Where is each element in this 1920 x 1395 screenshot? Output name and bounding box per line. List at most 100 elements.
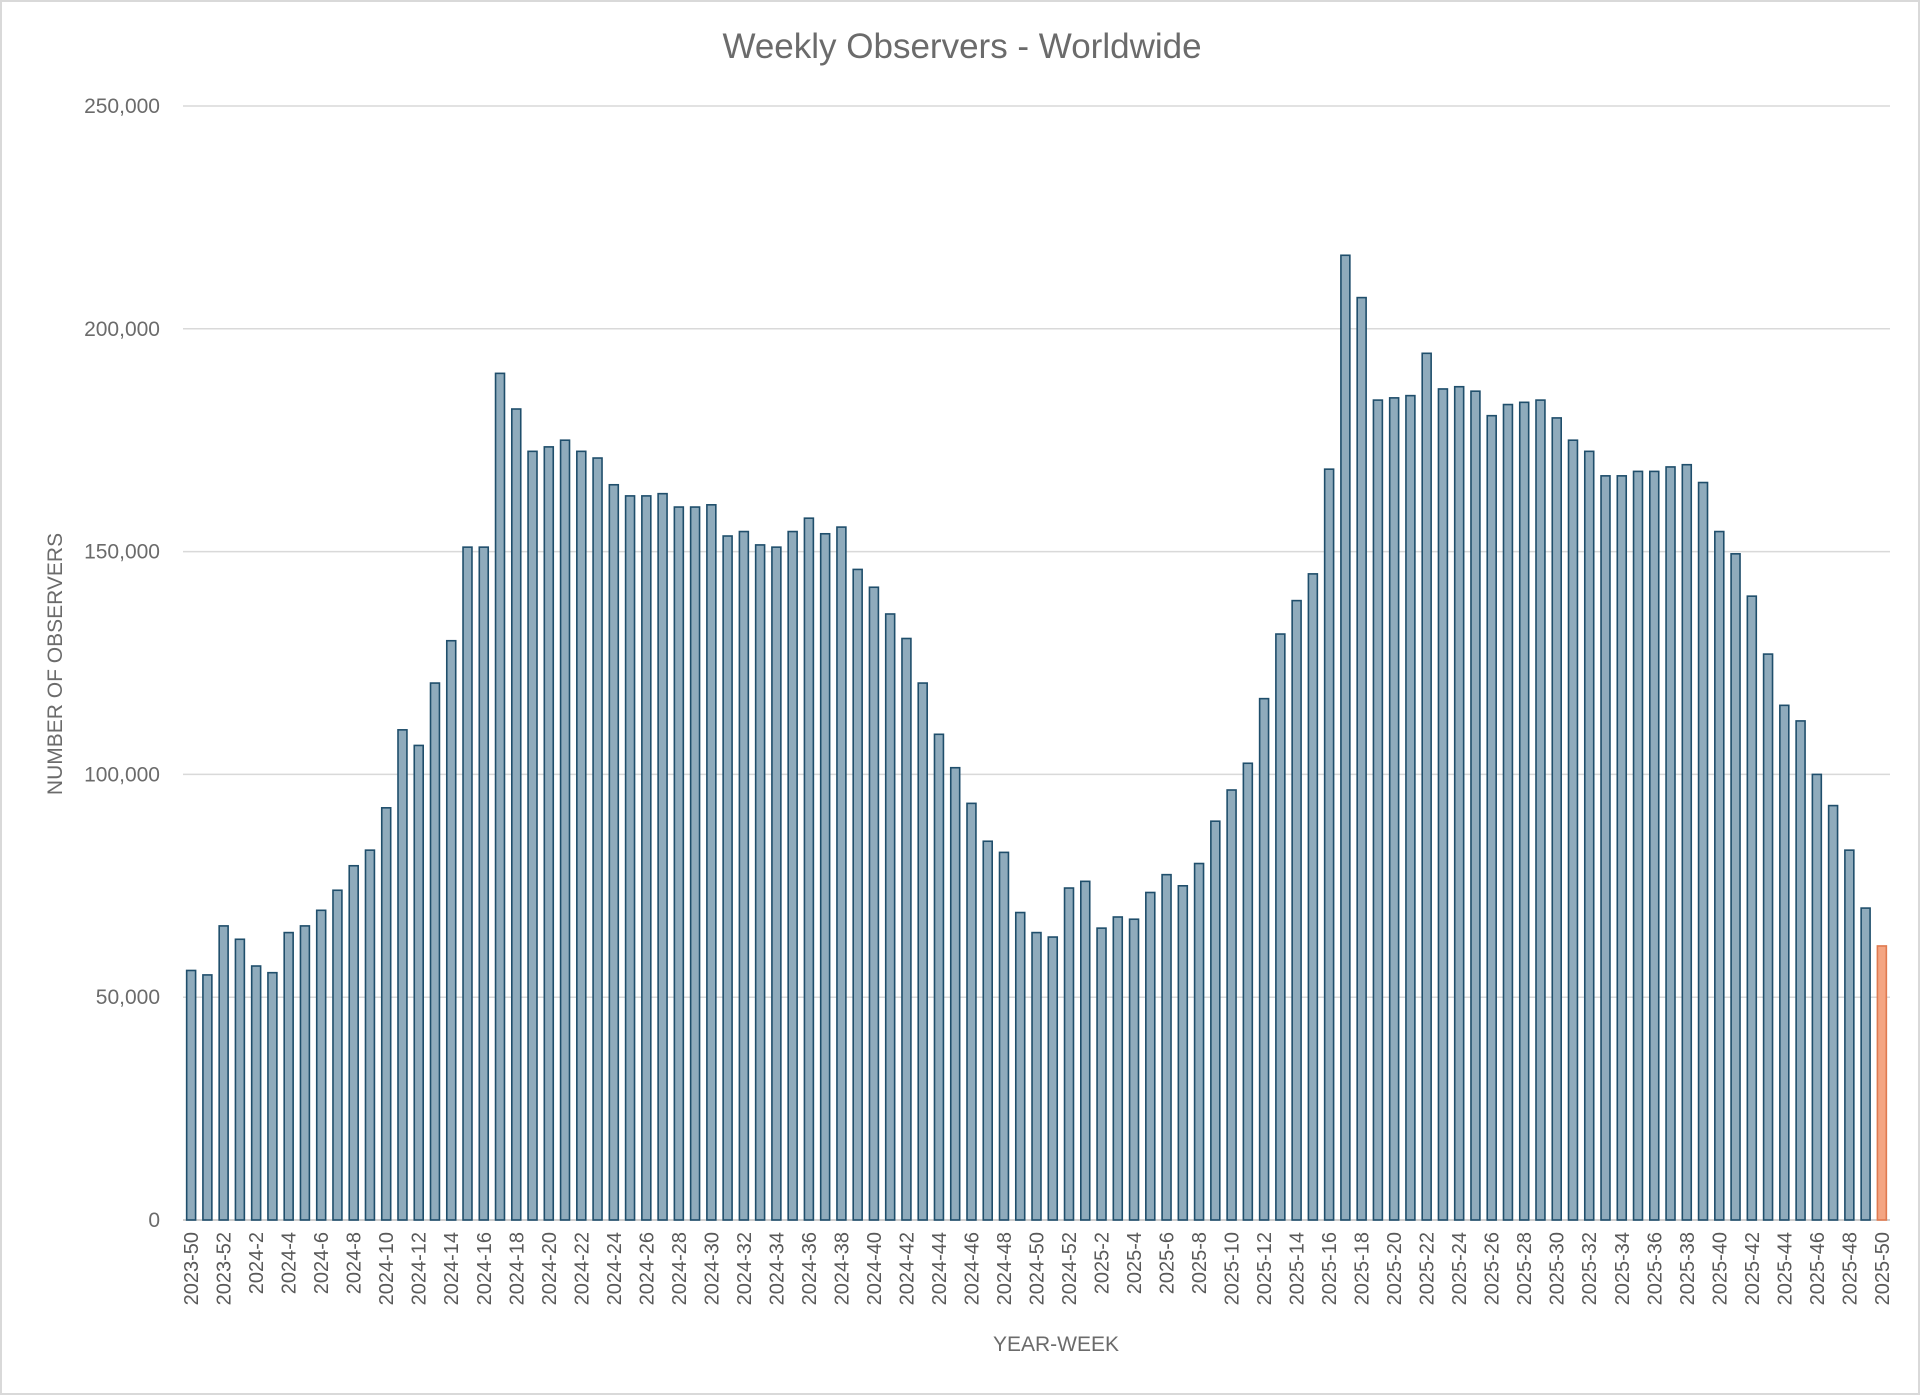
x-tick-label: 2025-8 bbox=[1189, 1232, 1211, 1294]
bar-2025-16 bbox=[1323, 468, 1335, 1221]
bar-2023-50 bbox=[185, 969, 197, 1221]
x-tick-label: 2024-48 bbox=[994, 1232, 1016, 1305]
bar-2025-47 bbox=[1827, 804, 1839, 1221]
y-tick-label: 150,000 bbox=[84, 541, 160, 564]
bar-2025-38 bbox=[1681, 463, 1693, 1221]
bar-2024-38 bbox=[836, 526, 847, 1221]
y-tick-label: 250,000 bbox=[84, 95, 160, 118]
bar-2024-50 bbox=[1031, 931, 1042, 1221]
bar-2025-13 bbox=[1275, 633, 1286, 1221]
bar-2025-45 bbox=[1795, 720, 1806, 1221]
bar-2024-12 bbox=[413, 744, 424, 1221]
x-tick-label: 2025-44 bbox=[1774, 1232, 1796, 1305]
bar-2024-17 bbox=[494, 372, 506, 1221]
x-tick-label: 2024-50 bbox=[1027, 1232, 1049, 1305]
chart-title: Weekly Observers - Worldwide bbox=[722, 27, 1201, 66]
x-tick-label: 2024-28 bbox=[669, 1232, 691, 1305]
bar-2025-43 bbox=[1762, 653, 1774, 1221]
y-tick-label: 50,000 bbox=[96, 986, 160, 1009]
bar-2024-2 bbox=[250, 965, 262, 1221]
bar-2024-48 bbox=[998, 851, 1010, 1221]
bar-2025-31 bbox=[1567, 439, 1579, 1221]
bar-2024-10 bbox=[380, 807, 392, 1221]
bar-2025-36 bbox=[1649, 470, 1660, 1221]
x-tick-label: 2024-24 bbox=[604, 1232, 626, 1305]
bar-2025-5 bbox=[1145, 891, 1156, 1221]
bar-2025-12 bbox=[1258, 697, 1270, 1221]
bar-2025-20 bbox=[1388, 397, 1400, 1221]
x-tick-label: 2025-48 bbox=[1839, 1232, 1861, 1305]
x-tick-label: 2024-4 bbox=[279, 1232, 301, 1294]
x-tick-label: 2025-32 bbox=[1579, 1232, 1601, 1305]
bar-2024-21 bbox=[559, 439, 571, 1221]
bar-2024-16 bbox=[478, 546, 490, 1221]
bar-2024-15 bbox=[462, 546, 473, 1221]
x-tick-label: 2025-12 bbox=[1254, 1232, 1276, 1305]
x-tick-label: 2025-38 bbox=[1677, 1232, 1699, 1305]
bar-2024-6 bbox=[315, 909, 327, 1221]
bar-2025-27 bbox=[1502, 403, 1514, 1221]
x-tick-label: 2025-34 bbox=[1612, 1232, 1634, 1305]
bar-2024-24 bbox=[608, 483, 620, 1221]
bar-2024-35 bbox=[787, 530, 798, 1221]
bar-2025-18 bbox=[1356, 296, 1367, 1221]
bar-2024-51 bbox=[1047, 936, 1059, 1221]
bar-2024-23 bbox=[592, 457, 603, 1221]
x-tick-label: 2024-38 bbox=[831, 1232, 853, 1305]
bar-2025-46 bbox=[1811, 773, 1823, 1221]
bar-2025-17 bbox=[1340, 254, 1351, 1221]
x-tick-label: 2025-16 bbox=[1319, 1232, 1341, 1305]
bar-2025-39 bbox=[1697, 481, 1709, 1221]
bar-2024-33 bbox=[754, 544, 766, 1221]
x-tick-label: 2024-2 bbox=[246, 1232, 268, 1294]
x-tick-label: 2025-22 bbox=[1417, 1232, 1439, 1305]
x-axis-label: YEAR-WEEK bbox=[993, 1333, 1119, 1356]
x-tick-label: 2024-46 bbox=[961, 1232, 983, 1305]
bar-2025-40 bbox=[1714, 530, 1725, 1221]
x-tick-label: 2025-30 bbox=[1547, 1232, 1569, 1305]
bar-2025-50 bbox=[1876, 945, 1888, 1221]
y-tick-label: 200,000 bbox=[84, 318, 160, 341]
bar-2025-29 bbox=[1535, 399, 1546, 1221]
x-tick-label: 2024-22 bbox=[571, 1232, 593, 1305]
x-tick-label: 2025-28 bbox=[1514, 1232, 1536, 1305]
bar-2025-7 bbox=[1177, 884, 1189, 1221]
x-tick-label: 2023-50 bbox=[181, 1232, 203, 1305]
x-tick-label: 2024-20 bbox=[539, 1232, 561, 1305]
x-tick-label: 2024-8 bbox=[344, 1232, 366, 1294]
bar-2024-47 bbox=[982, 840, 993, 1221]
y-axis-ticks: 0 50,000 100,000 150,000 200,000 250,000 bbox=[84, 95, 160, 1232]
bar-2025-41 bbox=[1730, 553, 1741, 1221]
y-axis-label: NUMBER OF OBSERVERS bbox=[44, 533, 67, 795]
x-tick-label: 2024-12 bbox=[409, 1232, 431, 1305]
x-tick-label: 2025-46 bbox=[1807, 1232, 1829, 1305]
x-tick-label: 2025-24 bbox=[1449, 1232, 1471, 1305]
x-tick-label: 2024-36 bbox=[799, 1232, 821, 1305]
bar-2025-48 bbox=[1844, 849, 1855, 1221]
x-tick-label: 2024-32 bbox=[734, 1232, 756, 1305]
x-tick-label: 2025-14 bbox=[1287, 1232, 1309, 1305]
bar-2024-14 bbox=[445, 639, 457, 1221]
bar-2025-35 bbox=[1632, 470, 1644, 1221]
bar-2025-26 bbox=[1486, 414, 1497, 1221]
bar-2025-9 bbox=[1210, 820, 1221, 1221]
bar-2025-15 bbox=[1307, 573, 1319, 1221]
y-tick-label: 0 bbox=[148, 1209, 160, 1232]
x-tick-label: 2024-16 bbox=[474, 1232, 496, 1305]
x-tick-label: 2025-40 bbox=[1709, 1232, 1731, 1305]
x-tick-label: 2023-52 bbox=[214, 1232, 236, 1305]
x-tick-label: 2024-40 bbox=[864, 1232, 886, 1305]
bar-2025-21 bbox=[1405, 394, 1416, 1221]
bar-2023-52 bbox=[218, 925, 229, 1221]
bar-2025-3 bbox=[1112, 916, 1124, 1221]
bar-2024-27 bbox=[657, 492, 668, 1221]
bar-2024-46 bbox=[966, 802, 977, 1221]
bar-2023-51 bbox=[202, 974, 213, 1221]
bar-2025-6 bbox=[1161, 873, 1172, 1221]
bar-2024-44 bbox=[933, 733, 945, 1221]
bar-2025-10 bbox=[1226, 789, 1237, 1221]
x-tick-label: 2024-42 bbox=[896, 1232, 918, 1305]
x-tick-label: 2025-36 bbox=[1644, 1232, 1666, 1305]
bar-2025-8 bbox=[1193, 862, 1205, 1221]
